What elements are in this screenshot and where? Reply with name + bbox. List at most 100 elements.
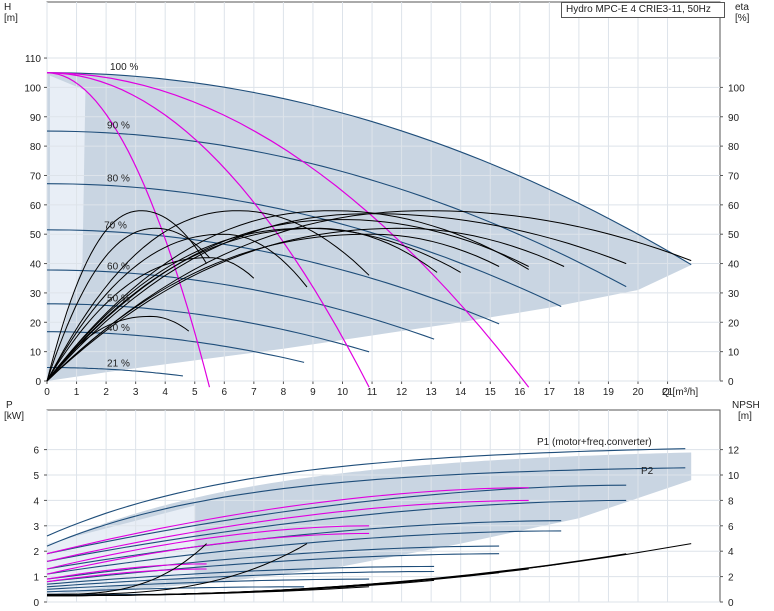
head-y2-tick: 40 — [728, 260, 740, 271]
power-y-tick: 1 — [33, 573, 39, 584]
efficiency-curve — [46, 227, 210, 382]
head-x-tick: 4 — [162, 387, 168, 398]
head-y-tick: 30 — [30, 289, 42, 300]
npsh-y-tick: 10 — [728, 471, 740, 482]
head-x-tick: 10 — [337, 387, 349, 398]
power-curve — [46, 570, 435, 588]
speed-label: 70 % — [104, 220, 127, 231]
head-y-tick: 60 — [30, 201, 42, 212]
head-y-tick: 20 — [30, 318, 42, 329]
power-curve — [46, 499, 529, 562]
speed-label: 80 % — [107, 173, 130, 184]
magenta-curve — [46, 72, 530, 388]
head-y2-tick: 100 — [728, 83, 745, 94]
npsh-y-tick: 2 — [728, 573, 734, 584]
head-y2-tick: 90 — [728, 113, 740, 124]
speed-label: 90 % — [107, 121, 130, 132]
power-curve — [46, 484, 627, 555]
speed-label: 21 % — [107, 358, 130, 369]
power-curve — [46, 532, 370, 575]
head-y2-tick: 60 — [728, 201, 740, 212]
head-y2-tick: 20 — [728, 318, 740, 329]
head-y2-tick: 80 — [728, 142, 740, 153]
npsh-curve — [47, 543, 308, 595]
power-curve — [46, 553, 500, 583]
npsh-y-tick: 8 — [728, 496, 734, 507]
npsh-y-tick: 6 — [728, 522, 734, 533]
npsh-y-tick: 4 — [728, 547, 734, 558]
head-x-label: Q [m³/h] — [662, 387, 698, 398]
head-y-tick: 90 — [30, 113, 42, 124]
efficiency-curve — [46, 213, 627, 382]
p2-legend-label: P2 — [641, 466, 654, 477]
head-y-tick: 10 — [30, 348, 42, 359]
head-x-tick: 0 — [44, 387, 50, 398]
npsh-y-label: NPSH — [732, 400, 760, 411]
head-x-tick: 16 — [514, 387, 526, 398]
head-y-tick: 110 — [25, 54, 41, 65]
head-x-tick: 7 — [251, 387, 257, 398]
npsh-y-unit: [m] — [738, 411, 752, 422]
efficiency-curve — [46, 227, 438, 382]
head-y-tick: 80 — [30, 142, 42, 153]
speed-label: 60 % — [107, 261, 130, 272]
power-y-label: P — [6, 400, 13, 411]
head-x-tick: 1 — [74, 387, 80, 398]
head-y2-unit: [%] — [735, 13, 750, 24]
power-y-tick: 0 — [33, 598, 39, 609]
power-curve — [46, 565, 435, 585]
head-x-tick: 13 — [426, 387, 438, 398]
magenta-curve — [46, 72, 211, 388]
speed-curve — [47, 303, 370, 353]
efficiency-curve — [46, 227, 461, 382]
efficiency-curve — [46, 233, 308, 382]
npsh-curve — [47, 586, 370, 597]
efficiency-curve — [46, 210, 208, 382]
p1-legend-label: P1 (motor+freq.converter) — [537, 437, 652, 448]
p2-curve — [46, 467, 686, 547]
power-y-tick: 3 — [33, 522, 39, 533]
power-curve — [46, 499, 627, 562]
head-x-tick: 6 — [222, 387, 228, 398]
head-y-tick: 100 — [24, 83, 41, 94]
head-x-tick: 21 — [662, 387, 674, 398]
head-y2-tick: 70 — [728, 171, 740, 182]
head-envelope-area — [47, 72, 692, 381]
head-y-unit: [m] — [4, 13, 18, 24]
head-y-tick: 50 — [30, 230, 42, 241]
speed-curve — [46, 130, 627, 288]
head-y-tick: 70 — [30, 171, 42, 182]
power-y-tick: 5 — [33, 471, 39, 482]
chart-title: Hydro MPC-E 4 CRIE3-11, 50Hz — [561, 2, 725, 18]
head-x-tick: 18 — [573, 387, 585, 398]
magenta-curve — [46, 72, 370, 388]
power-curve — [46, 525, 370, 570]
power-envelope-light-area — [47, 505, 195, 595]
speed-label: 40 % — [107, 323, 130, 334]
npsh-curve — [47, 543, 207, 595]
head-x-tick: 15 — [485, 387, 497, 398]
head-x-tick: 5 — [192, 387, 198, 398]
head-y2-label: eta — [735, 2, 749, 13]
speed-label: 50 % — [107, 294, 130, 305]
head-x-tick: 17 — [544, 387, 556, 398]
efficiency-curve — [46, 227, 565, 382]
head-y-tick: 0 — [35, 377, 41, 388]
power-y-unit: [kW] — [4, 411, 24, 422]
power-curve — [46, 568, 207, 583]
speed-curve — [47, 366, 183, 377]
head-x-tick: 3 — [133, 387, 139, 398]
power-y-tick: 2 — [33, 547, 39, 558]
power-curve — [46, 487, 529, 555]
head-y2-tick: 50 — [728, 230, 740, 241]
npsh-y-tick: 12 — [728, 446, 740, 457]
head-y2-tick: 0 — [728, 377, 734, 388]
head-y-label: H — [4, 2, 11, 13]
p1-curve — [46, 448, 686, 537]
head-y2-tick: 30 — [728, 289, 740, 300]
power-curve — [46, 520, 562, 570]
head-x-tick: 9 — [310, 387, 316, 398]
speed-curve — [46, 183, 562, 307]
head-x-tick: 20 — [632, 387, 644, 398]
